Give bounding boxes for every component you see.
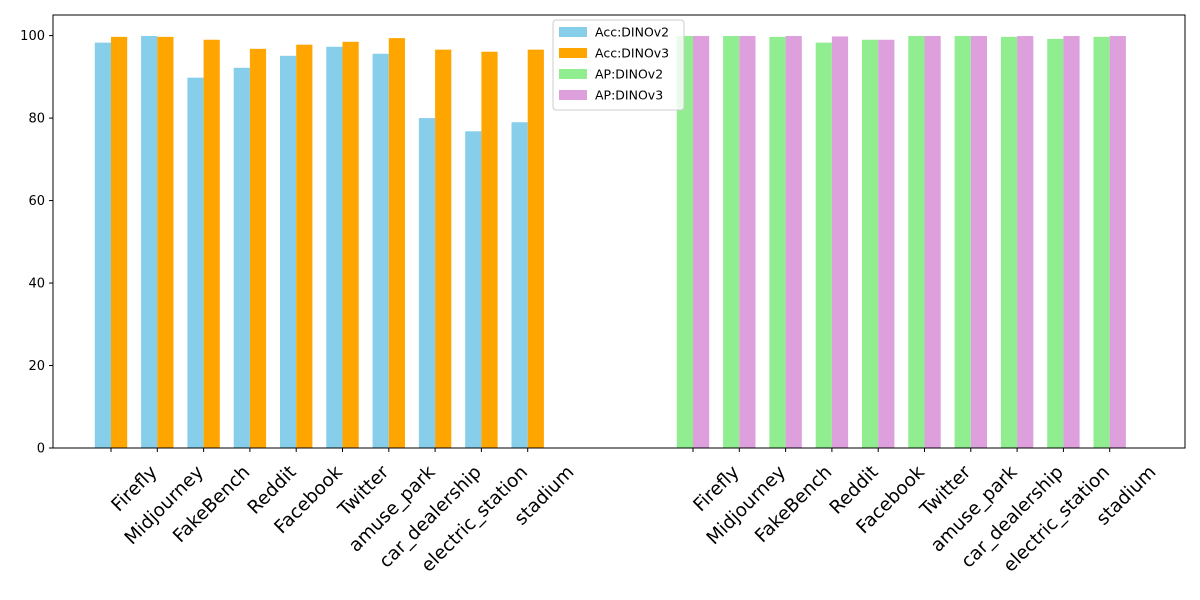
y-tick-label-20: 20 <box>28 359 45 374</box>
bar-ap-dinov3-twitter <box>924 36 941 448</box>
bar-acc-dinov2-midjourney <box>141 36 158 448</box>
legend-swatch-acc-dinov2 <box>559 27 587 37</box>
bar-acc-dinov3-midjourney <box>157 36 174 449</box>
bar-ap-dinov3-stadium <box>1109 36 1126 448</box>
bar-ap-dinov3-midjourney <box>739 36 756 448</box>
bars-layer <box>94 36 1126 449</box>
bar-ap-dinov3-car-dealership <box>1017 36 1034 448</box>
bar-ap-dinov2-amuse-park <box>954 36 971 448</box>
bar-acc-dinov2-fakebench <box>187 77 204 449</box>
bar-acc-dinov3-stadium <box>527 49 544 448</box>
bar-ap-dinov2-fakebench <box>769 36 786 449</box>
legend: Acc:DINOv2 Acc:DINOv3 AP:DINOv2 AP:DINOv3 <box>552 19 685 111</box>
bar-acc-dinov2-reddit <box>233 67 250 448</box>
legend-swatch-acc-dinov3 <box>559 48 587 58</box>
bar-ap-dinov3-amuse-park <box>970 36 987 448</box>
bar-acc-dinov2-amuse-park <box>372 53 389 448</box>
bar-ap-dinov2-car-dealership <box>1000 36 1018 449</box>
plot-frame <box>52 14 1186 449</box>
y-tick-label-60: 60 <box>28 194 45 209</box>
bar-acc-dinov3-electric-station <box>481 51 498 448</box>
y-tick-label-100: 100 <box>20 29 45 44</box>
legend-label-acc-dinov2: Acc:DINOv2 <box>595 24 669 39</box>
bar-ap-dinov3-firefly <box>693 36 710 448</box>
bar-ap-dinov3-facebook <box>878 39 895 449</box>
bar-acc-dinov3-facebook <box>296 44 313 448</box>
legend-swatch-ap-dinov3 <box>559 90 587 100</box>
bar-ap-dinov2-stadium <box>1093 36 1110 449</box>
bar-acc-dinov3-reddit <box>249 48 267 448</box>
legend-box <box>552 19 685 111</box>
y-tick-label-0: 0 <box>37 442 45 457</box>
legend-label-ap-dinov2: AP:DINOv2 <box>595 66 663 81</box>
bar-ap-dinov2-reddit <box>815 42 832 448</box>
x-axis: FireflyMidjourneyFakeBenchRedditFacebook… <box>108 448 1160 577</box>
legend-swatch-ap-dinov2 <box>559 69 587 79</box>
bar-acc-dinov3-twitter <box>342 41 359 449</box>
bar-ap-dinov2-twitter <box>908 36 925 448</box>
bar-acc-dinov3-fakebench <box>203 39 220 449</box>
bar-acc-dinov3-car-dealership <box>435 49 452 448</box>
bar-ap-dinov2-electric-station <box>1047 38 1064 449</box>
bar-acc-dinov3-amuse-park <box>388 38 405 449</box>
bar-acc-dinov2-twitter <box>326 46 343 448</box>
bar-acc-dinov2-facebook <box>280 55 297 448</box>
y-axis: 0 20 40 60 80 100 <box>20 29 53 457</box>
bar-ap-dinov2-facebook <box>862 39 879 449</box>
legend-label-ap-dinov3: AP:DINOv3 <box>595 87 663 102</box>
bar-acc-dinov2-car-dealership <box>418 118 436 448</box>
bar-ap-dinov3-reddit <box>831 36 849 448</box>
bar-acc-dinov2-stadium <box>511 122 528 448</box>
y-tick-label-80: 80 <box>28 112 45 127</box>
bar-acc-dinov3-firefly <box>111 36 128 449</box>
bar-ap-dinov2-firefly <box>676 36 693 448</box>
bar-acc-dinov2-electric-station <box>465 131 482 449</box>
bar-ap-dinov2-midjourney <box>723 36 740 448</box>
legend-label-acc-dinov3: Acc:DINOv3 <box>595 45 669 60</box>
y-tick-label-40: 40 <box>28 277 45 292</box>
bar-ap-dinov3-electric-station <box>1063 36 1080 448</box>
bar-ap-dinov3-fakebench <box>785 36 802 448</box>
bar-acc-dinov2-firefly <box>94 42 111 448</box>
